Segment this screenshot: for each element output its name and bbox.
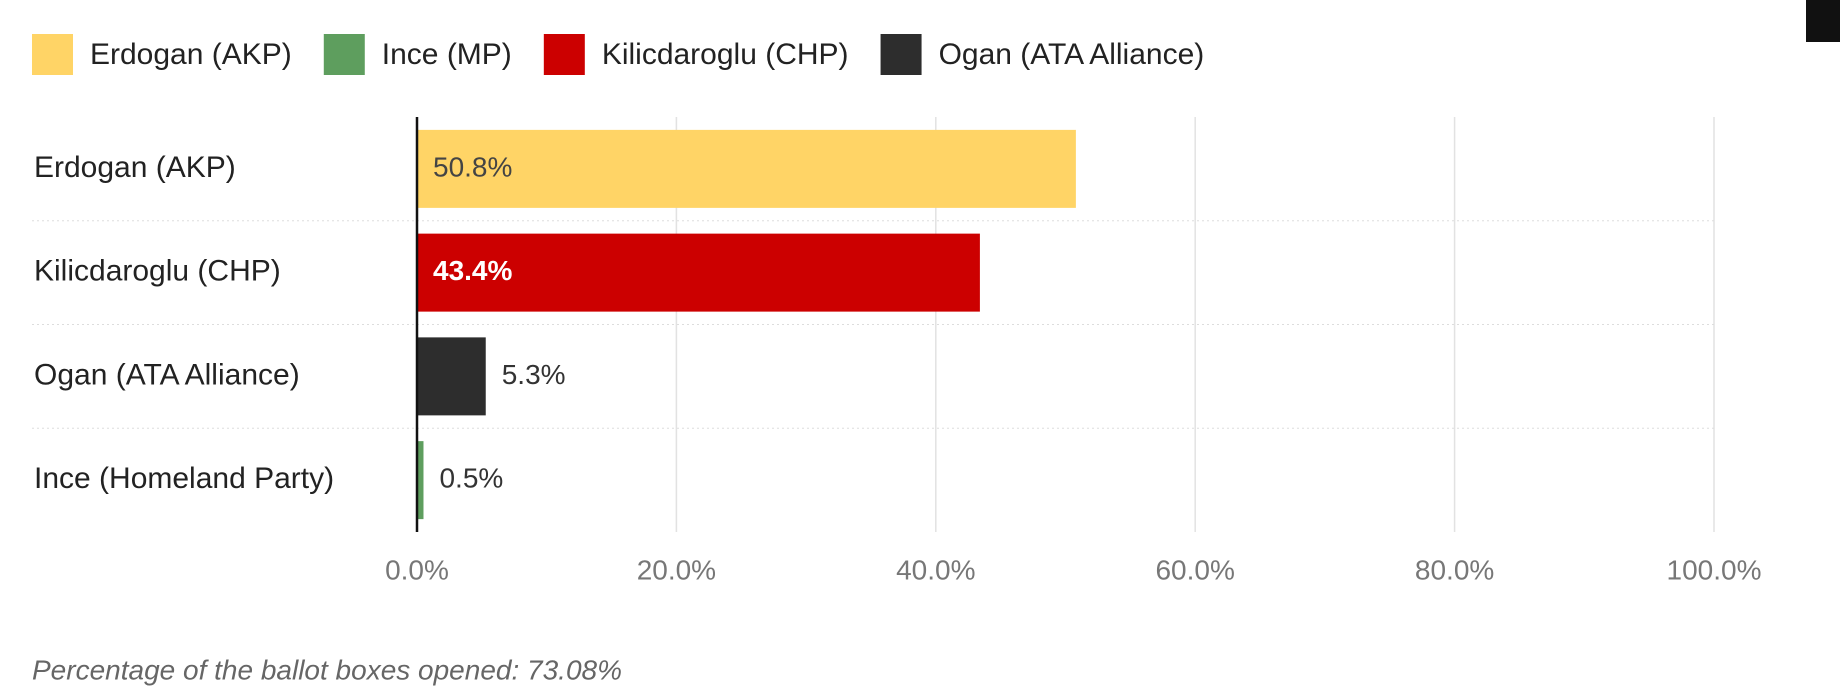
bar [417,233,980,312]
value-label: 5.3% [502,359,566,390]
category-label: Kilicdaroglu (CHP) [34,255,281,288]
value-label: 50.8% [433,151,512,182]
bar [417,129,1076,208]
footnote: Percentage of the ballot boxes opened: 7… [32,654,622,685]
legend-swatch [323,34,365,75]
corner-block [1806,0,1840,42]
x-tick-label: 40.0% [896,554,975,585]
x-tick-label: 0.0% [385,554,449,585]
value-label: 0.5% [439,463,503,494]
category-label: Ogan (ATA Alliance) [34,358,300,391]
category-label: Ince (Homeland Party) [34,462,334,495]
legend-label: Kilicdaroglu (CHP) [602,38,849,71]
legend-swatch [32,34,73,75]
legend-swatch [880,34,922,75]
value-label: 43.4% [433,255,512,286]
legend-label: Erdogan (AKP) [90,38,292,71]
x-tick-label: 100.0% [1667,554,1762,585]
x-tick-label: 80.0% [1415,554,1494,585]
x-tick-label: 60.0% [1155,554,1234,585]
x-tick-label: 20.0% [637,554,716,585]
legend-label: Ince (MP) [382,38,512,71]
legend-label: Ogan (ATA Alliance) [939,38,1205,71]
legend-swatch [543,34,585,75]
bar [417,337,486,416]
bar [417,441,424,520]
category-label: Erdogan (AKP) [34,151,236,184]
